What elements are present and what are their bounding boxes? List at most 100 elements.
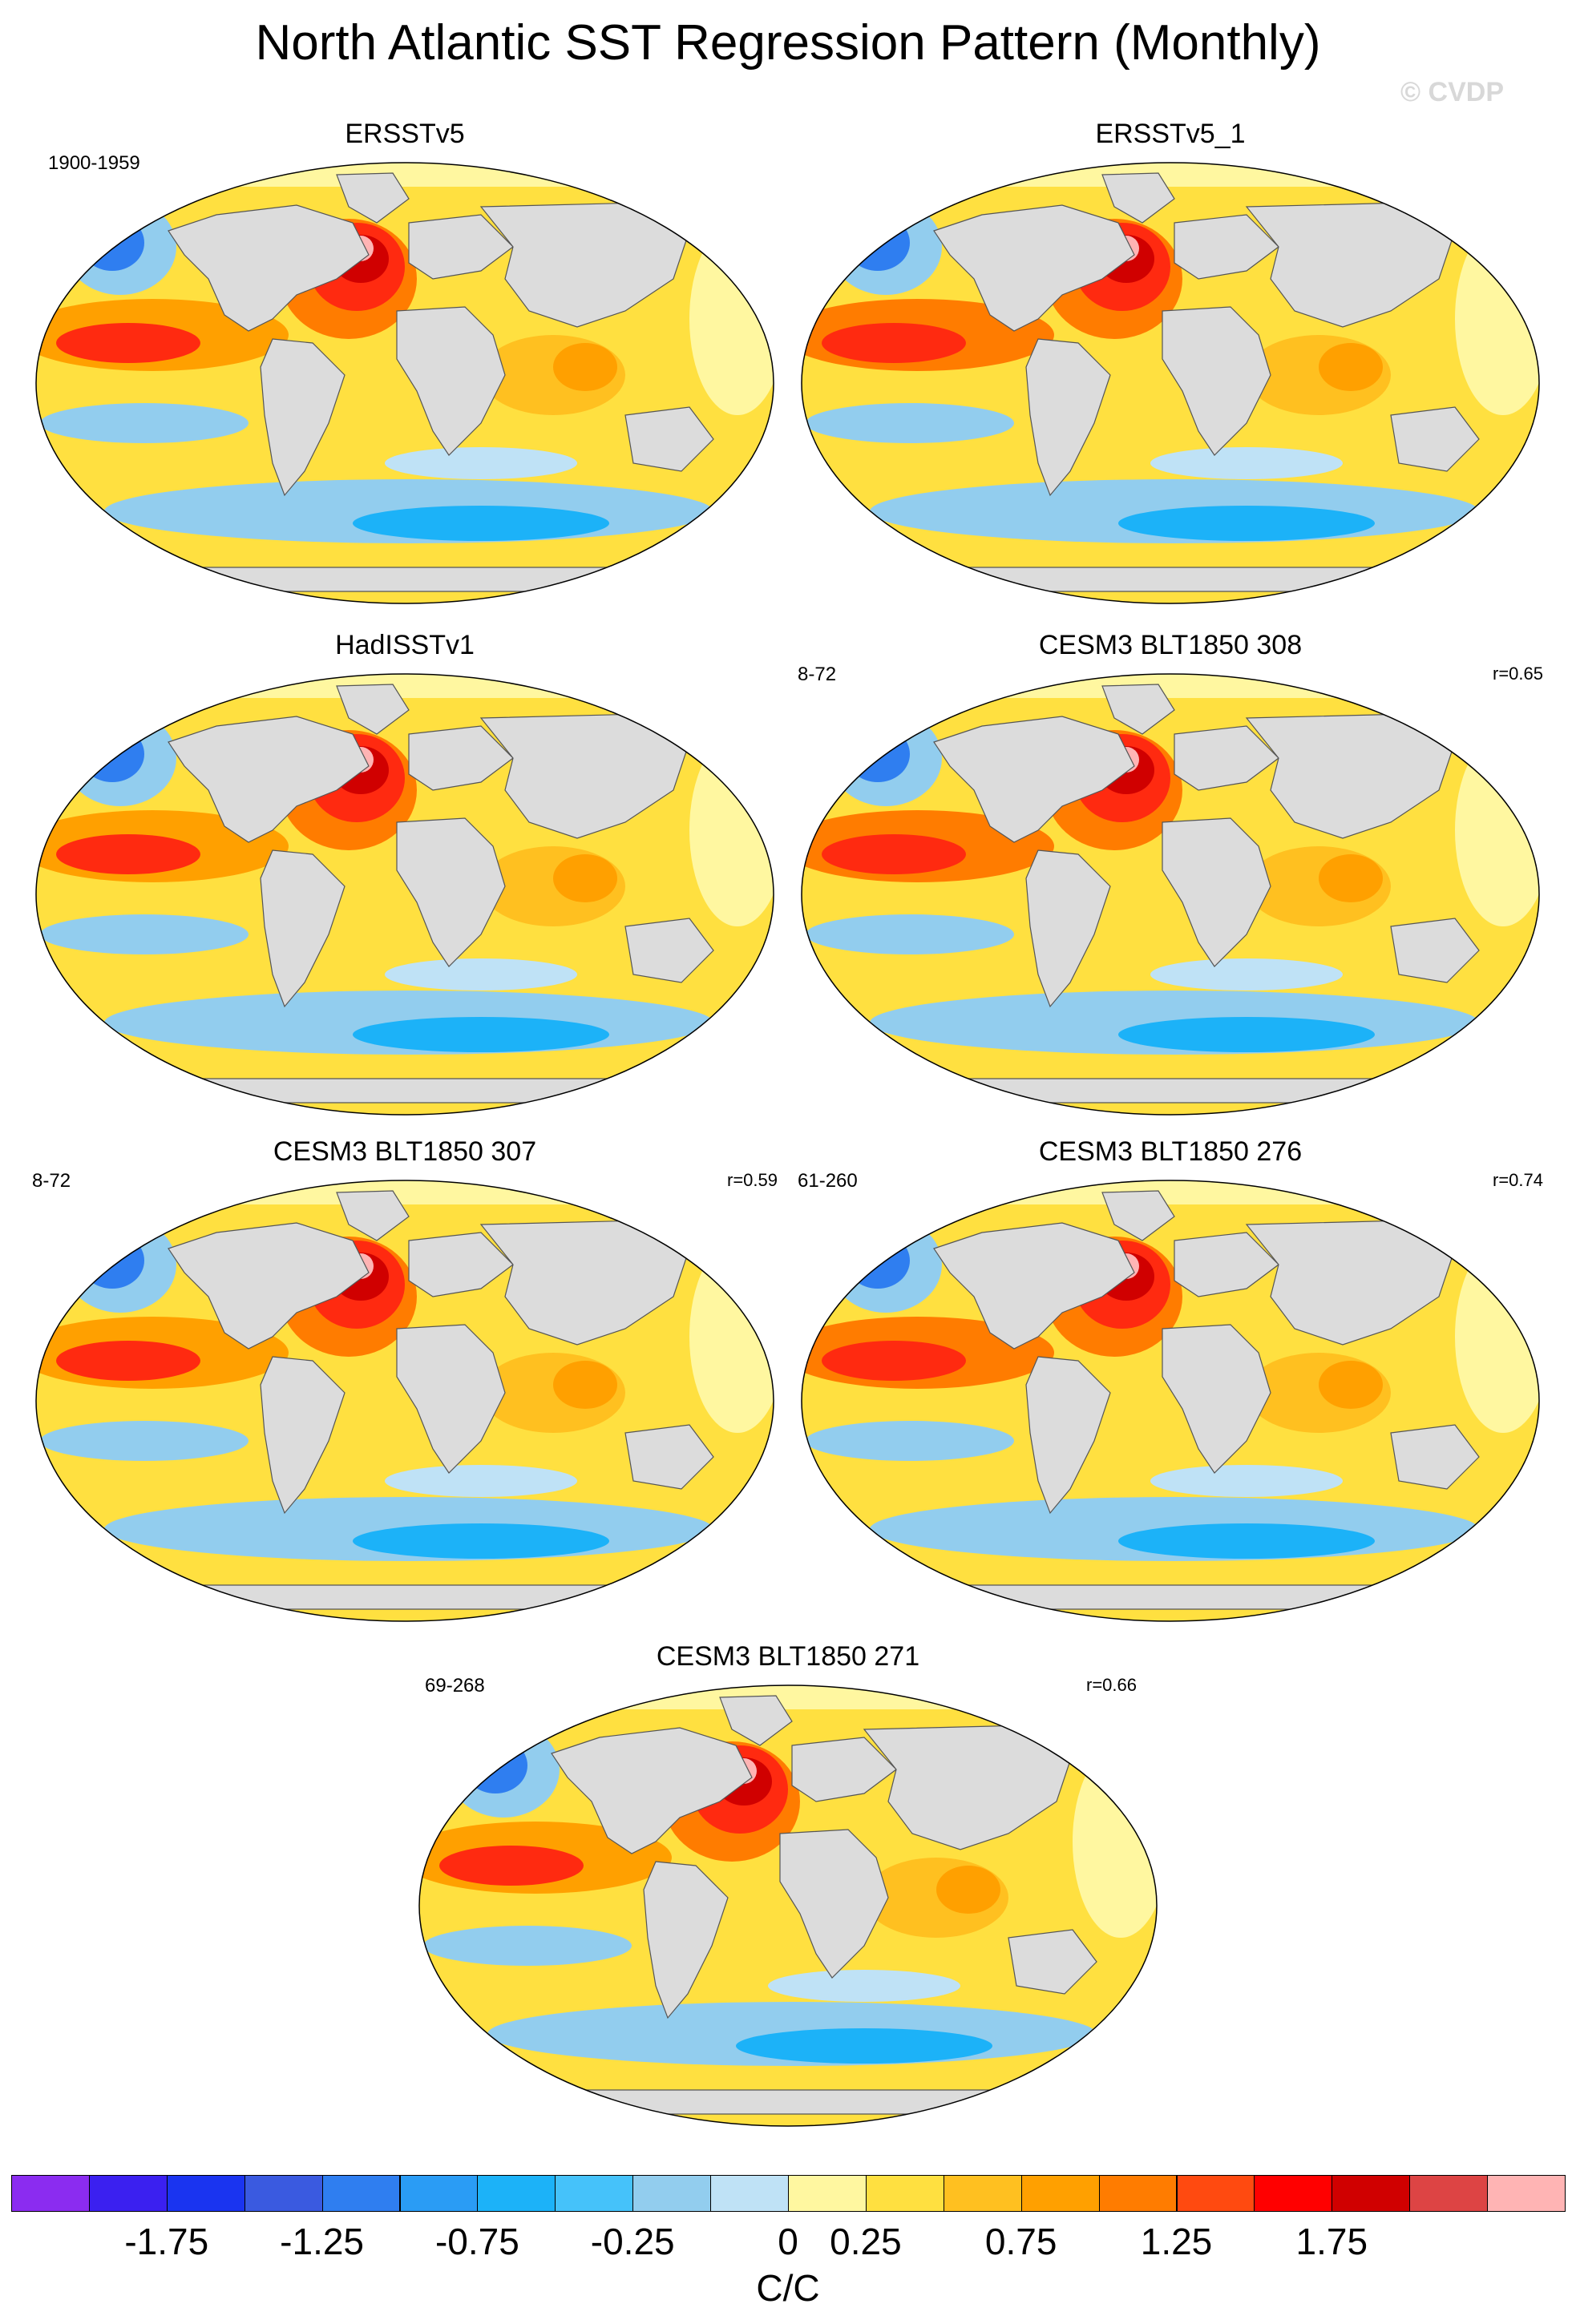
sst-anomaly-region [822, 1341, 966, 1381]
sst-map [35, 162, 774, 604]
colorbar-swatch [477, 2175, 556, 2212]
sst-anomaly-region [806, 1421, 1014, 1461]
sst-anomaly-region [1118, 1523, 1375, 1559]
land-mass [624, 918, 714, 983]
land-mass [643, 1861, 729, 2019]
land-mass [551, 1727, 753, 1854]
map-panel-5: CESM3 BLT1850 307 8-72 r=0.59 [32, 1136, 778, 1641]
colorbar-swatch [321, 2175, 401, 2212]
colorbar-swatch [555, 2175, 634, 2212]
colorbar-tick-label: 0 [778, 2221, 798, 2262]
land-mass [260, 849, 346, 1008]
map-panel-3: HadISSTv1 [32, 630, 778, 1135]
land-mass [1101, 172, 1175, 224]
map-outline [35, 1180, 774, 1622]
sst-anomaly-region [1150, 1465, 1343, 1497]
colorbar-swatch [1409, 2175, 1489, 2212]
panel-corr: r=0.66 [1086, 1675, 1137, 1695]
land-mass [502, 2089, 1074, 2115]
land-mass [1174, 1232, 1279, 1297]
colorbar-swatch [1254, 2175, 1333, 2212]
land-mass [1025, 849, 1111, 1008]
sst-anomaly-region [553, 1361, 617, 1409]
sst-anomaly-region [768, 1970, 960, 2002]
sst-map [801, 1180, 1540, 1622]
sst-anomaly-region [846, 1233, 910, 1289]
land-mass [1174, 725, 1279, 791]
sst-anomaly-region [1150, 447, 1343, 479]
panel-years: 61-260 [798, 1170, 858, 1192]
land-mass [168, 716, 370, 843]
panel-years: 1900-1959 [48, 152, 140, 174]
sst-anomaly-region [353, 1017, 609, 1052]
colorbar-swatch [11, 2175, 90, 2212]
land-mass [933, 204, 1135, 332]
map-panel-4: CESM3 BLT1850 308 8-72 r=0.65 [798, 630, 1543, 1135]
panel-corr: r=0.74 [1493, 1170, 1543, 1190]
sst-anomaly-region [56, 1341, 200, 1381]
land-mass [1025, 338, 1111, 497]
sst-anomaly-region [806, 914, 1014, 954]
sst-anomaly-region [846, 215, 910, 271]
colorbar-swatch [1487, 2175, 1566, 2212]
sst-map [801, 673, 1540, 1116]
map-outline [35, 673, 774, 1116]
colorbar-tick-label: 0.75 [984, 2221, 1057, 2262]
sst-anomaly-region [553, 854, 617, 902]
sst-anomaly-region [385, 1465, 577, 1497]
sst-map [418, 1684, 1158, 2127]
panel-years: 69-268 [425, 1675, 485, 1697]
colorbar-swatch [865, 2175, 944, 2212]
colorbar-tick-label: 1.25 [1140, 2221, 1213, 2262]
land-mass [1174, 214, 1279, 280]
colorbar-tick-label: -0.25 [590, 2221, 675, 2262]
land-mass [260, 338, 346, 497]
land-mass [119, 567, 691, 592]
sst-anomaly-region [822, 323, 966, 363]
sst-anomaly-region [1319, 1361, 1383, 1409]
panel-title: CESM3 BLT1850 271 [656, 1641, 920, 1672]
colorbar-swatch [399, 2175, 479, 2212]
land-mass [624, 406, 714, 472]
land-mass [1101, 684, 1175, 735]
land-mass [624, 1424, 714, 1490]
colorbar-tick-label: 1.75 [1295, 2221, 1368, 2262]
land-mass [1162, 1324, 1271, 1474]
colorbar-swatch [1098, 2175, 1178, 2212]
panel-corr: r=0.59 [727, 1170, 778, 1190]
colorbar-swatch [166, 2175, 245, 2212]
land-mass [336, 172, 410, 224]
sst-anomaly-region [1118, 506, 1375, 541]
land-mass [791, 1737, 897, 1802]
land-mass [336, 1190, 410, 1241]
sst-anomaly-region [353, 1523, 609, 1559]
sst-map [35, 1180, 774, 1622]
land-mass [396, 1324, 506, 1474]
figure-title: North Atlantic SST Regression Pattern (M… [255, 15, 1321, 71]
land-mass [396, 306, 506, 456]
map-outline [801, 673, 1540, 1116]
land-mass [119, 1078, 691, 1103]
land-mass [933, 716, 1135, 843]
sst-anomaly-region [385, 447, 577, 479]
sst-anomaly-region [736, 2028, 992, 2064]
sst-anomaly-region [40, 914, 249, 954]
land-mass [1162, 306, 1271, 456]
land-mass [396, 817, 506, 967]
panel-corr: r=0.65 [1493, 664, 1543, 684]
sst-anomaly-region [553, 343, 617, 391]
sst-anomaly-region [80, 215, 144, 271]
land-mass [719, 1695, 793, 1746]
map-outline [418, 1684, 1158, 2127]
panel-title: ERSSTv5 [345, 119, 465, 149]
sst-anomaly-region [1150, 958, 1343, 991]
colorbar-tick-label: -1.25 [280, 2221, 365, 2262]
land-mass [408, 214, 514, 280]
sst-anomaly-region [822, 834, 966, 874]
land-mass [168, 204, 370, 332]
land-mass [1390, 918, 1480, 983]
sst-anomaly-region [846, 726, 910, 782]
land-mass [1101, 1190, 1175, 1241]
panel-title: CESM3 BLT1850 308 [1038, 630, 1303, 660]
land-mass [408, 1232, 514, 1297]
